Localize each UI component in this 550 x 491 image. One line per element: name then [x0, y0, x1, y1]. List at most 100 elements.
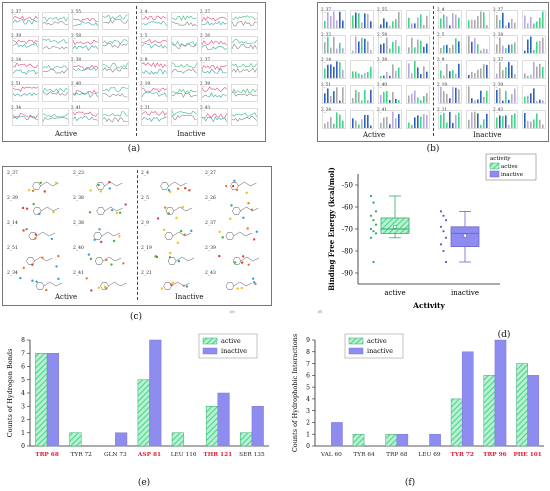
trajectory-frame — [72, 12, 99, 30]
ring — [230, 182, 239, 190]
histogram-bar — [530, 36, 532, 53]
histogram-bar — [383, 91, 385, 103]
chain — [173, 206, 193, 212]
histogram-bar — [468, 74, 470, 78]
histogram-plot — [322, 10, 346, 29]
ring — [164, 232, 174, 240]
interaction-dot — [55, 265, 58, 268]
structure-label: 2_38 — [73, 196, 84, 201]
box-point — [369, 194, 373, 198]
histogram-frame — [438, 110, 462, 129]
histogram-bar — [408, 17, 410, 28]
histogram-bar — [414, 23, 416, 28]
interaction-dot — [252, 238, 256, 241]
histogram-bar — [383, 117, 385, 128]
trajectory-plot — [201, 60, 228, 78]
ring — [163, 282, 172, 290]
structure-label: 2_41 — [73, 271, 84, 276]
histogram-plot — [466, 35, 490, 54]
histogram-bar — [536, 41, 538, 53]
histogram-bar — [417, 17, 419, 28]
histogram-bar — [502, 70, 504, 78]
histogram-bar — [499, 19, 501, 28]
trajectory-plot — [201, 108, 228, 126]
trajectory-cell — [170, 33, 198, 55]
panel-c-structures: 2_37 2_23 2_4 2_27 2_39 2_38 2_5 2_26 2_14 2_38 2_… — [2, 166, 272, 306]
histogram-bar — [355, 12, 357, 28]
histogram-frame — [378, 85, 402, 104]
interaction-dot — [99, 190, 103, 193]
histogram-cell: 2_39 — [493, 82, 520, 107]
legend-swatch-active — [489, 162, 500, 170]
histogram-frame — [494, 110, 518, 129]
trajectory-line — [141, 20, 167, 27]
histogram-frame — [322, 10, 346, 29]
structure-label: 2_23 — [73, 171, 84, 176]
box-mean — [393, 225, 397, 229]
trajectory-line — [72, 64, 98, 71]
histogram-bar — [330, 47, 332, 53]
histogram-bar — [527, 23, 529, 28]
structure-drawing — [87, 253, 125, 266]
trajectory-cell — [101, 57, 129, 79]
histogram-bar — [455, 14, 457, 28]
histogram-bar — [370, 66, 372, 78]
histogram-bar — [480, 124, 482, 128]
trajectory-frame — [201, 60, 228, 78]
trajectory-frame — [102, 12, 129, 30]
histogram-bar — [480, 50, 482, 53]
histogram-bar — [508, 22, 510, 28]
histogram-bar — [508, 61, 510, 78]
histogram-frame — [494, 85, 518, 104]
interaction-dot — [255, 230, 259, 233]
interaction-dot — [97, 183, 100, 187]
y-tick-label: -60 — [342, 204, 353, 212]
histogram-bar — [336, 20, 338, 28]
histogram-frame — [522, 85, 546, 104]
histogram-bar — [330, 16, 332, 28]
histogram-bar — [530, 93, 532, 103]
trajectory-line — [171, 114, 197, 120]
trajectory-plot — [141, 108, 168, 126]
histogram-bar — [486, 25, 488, 28]
chain — [108, 281, 127, 287]
histogram-bar — [533, 23, 535, 28]
histogram-frame — [406, 110, 430, 129]
structure-label: 2_26 — [205, 196, 216, 201]
trajectory-label: 2_39 — [11, 33, 22, 38]
y-tick-label: -90 — [342, 270, 353, 278]
histogram-label: 2_5 — [437, 32, 445, 37]
histogram-bar — [370, 89, 372, 103]
ring — [160, 182, 169, 190]
histogram-bar — [417, 97, 419, 103]
trajectory-plot — [102, 36, 129, 54]
trajectory-frame — [102, 84, 129, 102]
interaction-dot — [235, 188, 239, 192]
histogram-bar — [539, 63, 541, 78]
histogram-bar — [408, 122, 410, 128]
trajectory-cell — [170, 81, 198, 103]
x-tick-label: TRP 96 — [483, 452, 507, 458]
histogram-plot — [350, 35, 374, 54]
trajectory-frame — [72, 108, 99, 126]
histogram-cell — [521, 82, 548, 107]
histogram-bar — [417, 67, 419, 78]
y-tick-label: 4 — [306, 396, 310, 403]
structure-drawing — [22, 254, 60, 270]
histogram-plot — [406, 60, 430, 79]
histogram-bar — [508, 44, 510, 53]
histogram-bar — [452, 70, 454, 78]
trajectory-line — [141, 15, 167, 21]
y-tick-label: 6 — [21, 364, 25, 371]
trajectory-line — [141, 69, 167, 75]
histogram-bar — [499, 88, 501, 103]
histogram-bar — [364, 114, 366, 128]
trajectory-plot — [12, 36, 39, 54]
histogram-bar — [355, 71, 357, 78]
histogram-bar — [358, 73, 360, 78]
binding-energy-boxplot: -90 -80 -70 -60 -50 Binding Free Energy (kcal… — [327, 153, 537, 310]
chain — [240, 206, 259, 212]
ring — [167, 257, 177, 265]
histogram-bar — [411, 37, 413, 53]
histogram-frame — [378, 110, 402, 129]
